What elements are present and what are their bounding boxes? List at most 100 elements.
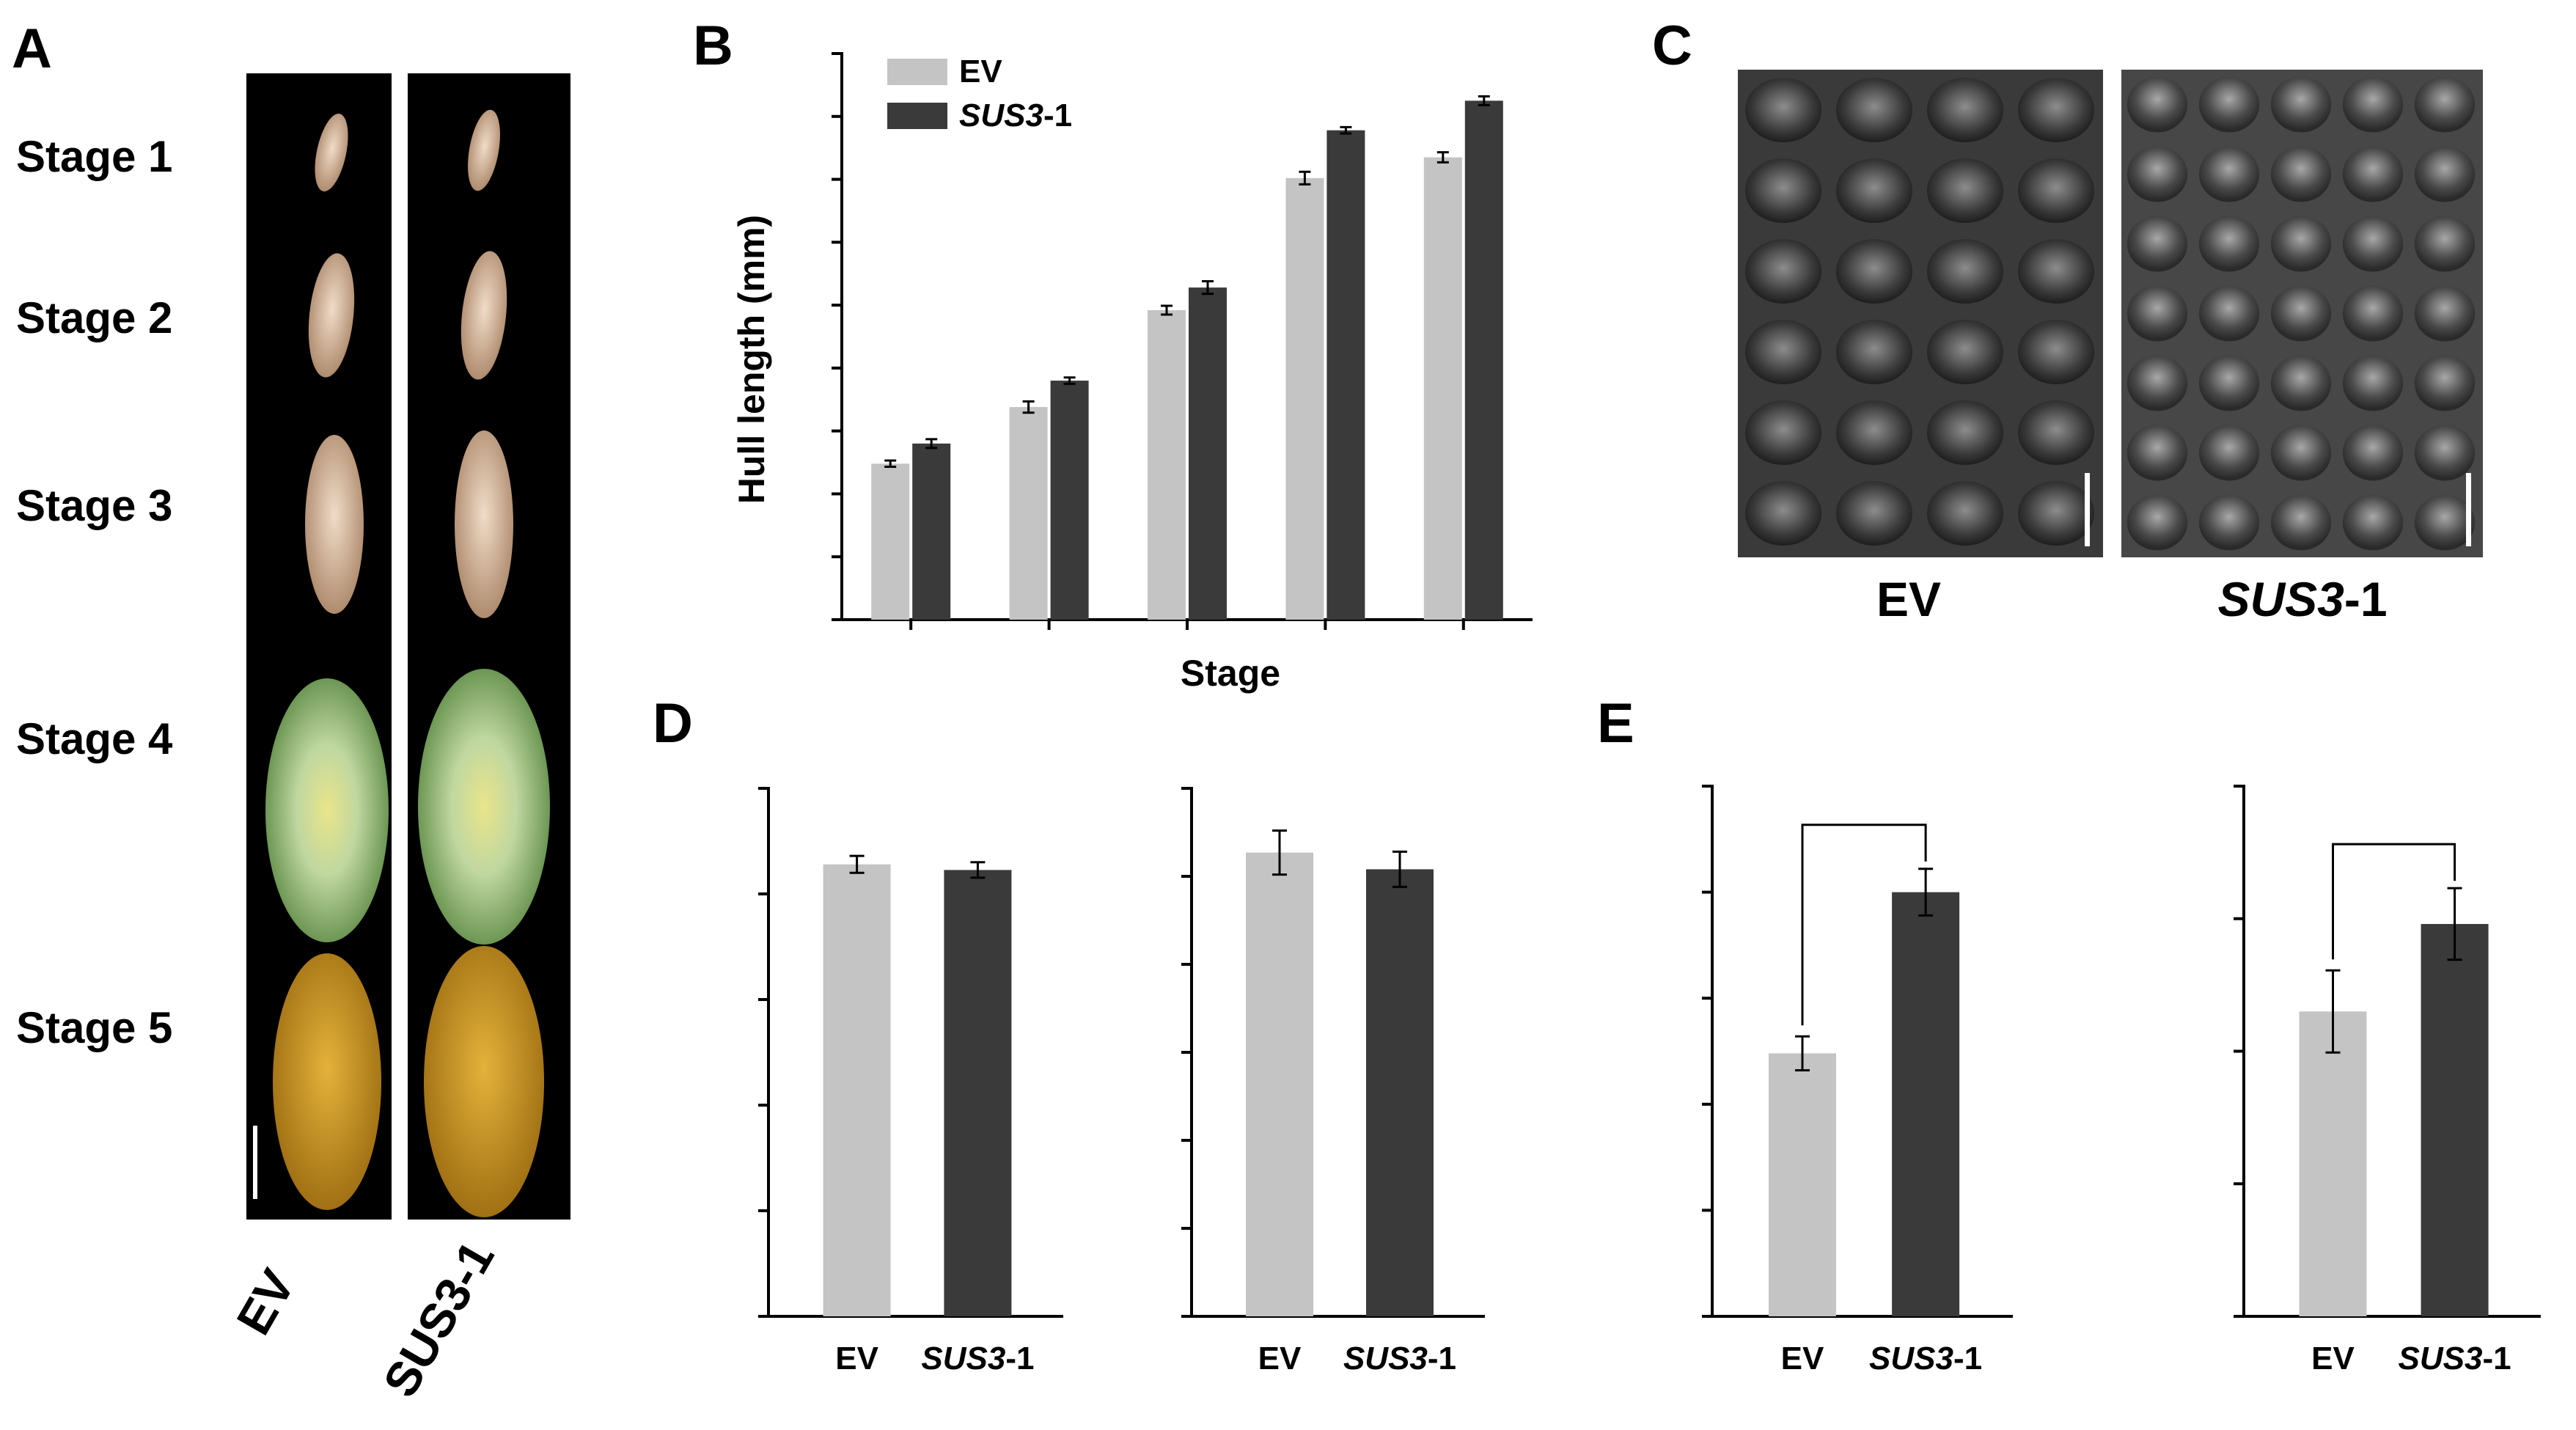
sem-cells-ev bbox=[1744, 78, 2095, 546]
sem-cell bbox=[2342, 146, 2404, 202]
comparison-bracket bbox=[2332, 843, 2456, 960]
sem-cell bbox=[2127, 146, 2188, 202]
sem-cell bbox=[1744, 78, 1822, 142]
bar-ev bbox=[1009, 407, 1048, 620]
bar-sus3 bbox=[912, 443, 951, 620]
panel-label-a: A bbox=[12, 18, 52, 80]
chart-e2: EV SUS3-1 bbox=[2234, 785, 2541, 1376]
sem-cells-sus3 bbox=[2127, 76, 2476, 551]
legend-swatch-sus3 bbox=[887, 103, 947, 129]
sem-cell bbox=[2414, 216, 2476, 272]
x-tick-label: SUS3-1 bbox=[1343, 1341, 1456, 1376]
scale-bar bbox=[2466, 473, 2471, 546]
sem-cell bbox=[1926, 481, 2004, 546]
sem-cell bbox=[2414, 355, 2476, 411]
sem-label-ev: EV bbox=[1876, 572, 1941, 626]
bar-ev bbox=[823, 864, 891, 1316]
sem-cell bbox=[1926, 320, 2004, 384]
sem-cell bbox=[2414, 425, 2476, 481]
sem-cell bbox=[1926, 239, 2004, 304]
sem-cell bbox=[2198, 76, 2260, 133]
sem-cell bbox=[1926, 400, 2004, 465]
comparison-bracket bbox=[1801, 824, 1927, 1026]
sem-cell bbox=[2270, 76, 2332, 133]
bar-sus3 bbox=[1366, 869, 1434, 1316]
panel-label-d: D bbox=[653, 692, 693, 755]
panel-label-b: B bbox=[693, 15, 733, 77]
bar-ev bbox=[1769, 1053, 1836, 1316]
small-charts: EV SUS3-1 EV SUS3-1 EV SUS3-1 EV SUS3-1 bbox=[758, 785, 2541, 1376]
sem-cell bbox=[2017, 400, 2095, 465]
sem-cell bbox=[1744, 239, 1822, 304]
grain-image bbox=[460, 251, 507, 380]
bar-ev bbox=[1285, 177, 1324, 620]
sem-cell bbox=[2414, 76, 2476, 133]
sem-cell bbox=[2127, 216, 2188, 272]
sem-cell bbox=[2198, 494, 2260, 551]
sem-cell bbox=[2414, 146, 2476, 202]
sem-cell bbox=[2198, 216, 2260, 272]
grain-image bbox=[418, 669, 550, 945]
sem-cell bbox=[2127, 76, 2188, 133]
column-label-ev: EV bbox=[226, 1261, 305, 1343]
panel-a: Stage 1 Stage 2 Stage 3 Stage 4 Stage 5 … bbox=[16, 73, 570, 1406]
chart-b-ticks bbox=[832, 52, 1465, 630]
bar-ev bbox=[871, 463, 910, 620]
bar-sus3 bbox=[1189, 287, 1227, 620]
sem-cell bbox=[1835, 239, 1913, 304]
sem-cell bbox=[2017, 158, 2095, 223]
sem-image-ev bbox=[1738, 70, 2103, 557]
grain-image bbox=[455, 430, 513, 618]
scale-bar bbox=[2085, 473, 2090, 546]
sem-cell bbox=[2017, 239, 2095, 304]
sem-cell bbox=[1744, 481, 1822, 546]
sem-cell bbox=[2414, 494, 2476, 551]
stage-label: Stage 3 bbox=[16, 481, 172, 530]
x-tick-label: SUS3-1 bbox=[921, 1341, 1034, 1376]
bar-sus3 bbox=[944, 870, 1012, 1316]
bar-sus3 bbox=[1050, 381, 1089, 620]
panel-label-e: E bbox=[1597, 692, 1634, 755]
sem-cell bbox=[2270, 285, 2332, 342]
sem-cell bbox=[2127, 285, 2188, 342]
sem-cell bbox=[2270, 425, 2332, 481]
grain-image bbox=[305, 435, 364, 614]
bar-ev bbox=[2299, 1011, 2367, 1316]
bar-sus3 bbox=[1464, 100, 1503, 620]
sem-cell bbox=[2017, 481, 2095, 546]
sem-cell bbox=[2342, 355, 2404, 411]
stage-label: Stage 1 bbox=[16, 132, 172, 181]
chart-e1: EV SUS3-1 bbox=[1702, 785, 2013, 1376]
chart-b-bars bbox=[871, 95, 1503, 620]
x-tick-label: SUS3-1 bbox=[1869, 1341, 1982, 1376]
grain-image bbox=[308, 253, 355, 378]
sem-cell bbox=[2017, 320, 2095, 384]
x-tick-label: EV bbox=[835, 1341, 878, 1376]
chart-d1: EV SUS3-1 bbox=[758, 787, 1063, 1376]
sem-cell bbox=[1744, 400, 1822, 465]
bar-sus3 bbox=[1326, 130, 1365, 620]
chart-b-ylabel: Hull length (mm) bbox=[731, 215, 772, 504]
grain-image bbox=[424, 946, 544, 1217]
sem-cell bbox=[1835, 400, 1913, 465]
x-tick-label: SUS3-1 bbox=[2399, 1341, 2511, 1376]
chart-d2: EV SUS3-1 bbox=[1181, 787, 1485, 1376]
sem-cell bbox=[1926, 78, 2004, 142]
sem-cell bbox=[1835, 320, 1913, 384]
sem-cell bbox=[2127, 425, 2188, 481]
sem-cell bbox=[2198, 355, 2260, 411]
sem-cell bbox=[1744, 158, 1822, 223]
x-tick-label: EV bbox=[1258, 1341, 1302, 1376]
grain-image bbox=[468, 109, 500, 191]
sem-cell bbox=[1744, 320, 1822, 384]
scale-bar bbox=[253, 1126, 257, 1199]
legend-label-sus3: SUS3-1 bbox=[959, 98, 1072, 133]
sem-cell bbox=[2198, 425, 2260, 481]
bar-sus3 bbox=[1892, 892, 1960, 1316]
sem-cell bbox=[1835, 158, 1913, 223]
sem-cell bbox=[2342, 76, 2404, 133]
sem-label-sus3: SUS3-1 bbox=[2217, 572, 2387, 626]
sem-cell bbox=[2414, 285, 2476, 342]
chart-b-legend: EV SUS3-1 bbox=[887, 54, 1072, 133]
